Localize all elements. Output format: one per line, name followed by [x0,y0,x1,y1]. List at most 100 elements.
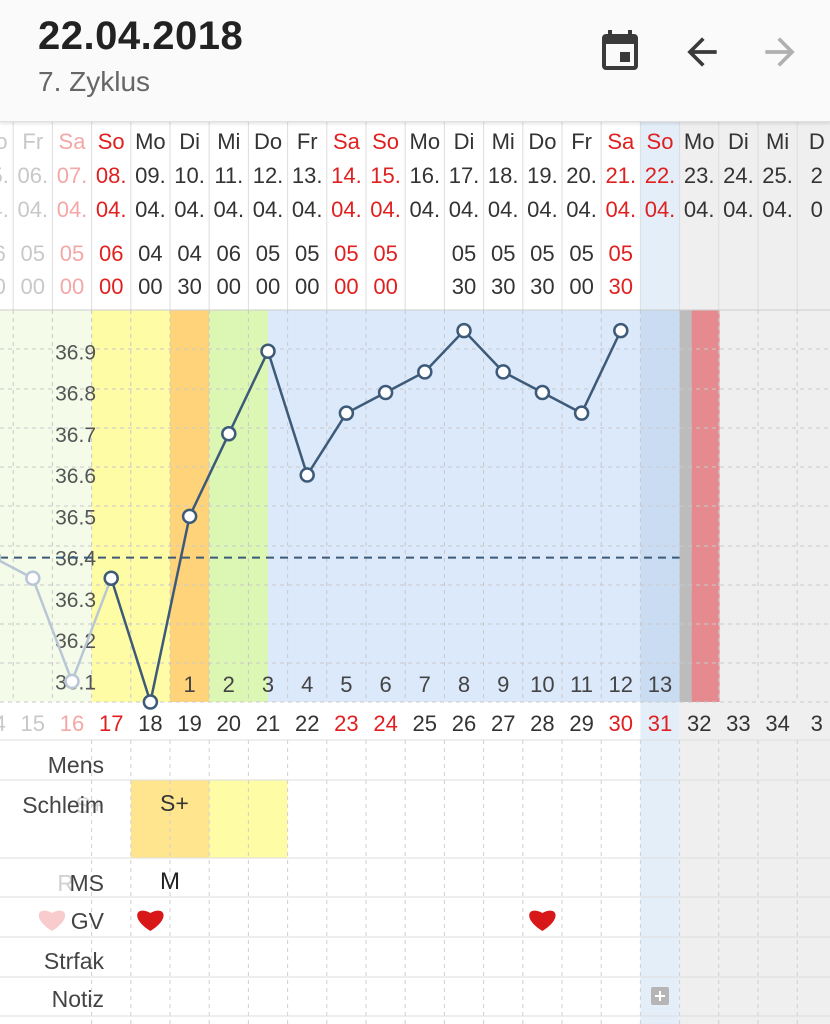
cycle-chart[interactable]: Do05.04.060014Fr06.04.050015Sa07.04.0500… [0,122,830,1024]
cycle-day-number: 24 [373,711,397,736]
phase-day-number: 4 [301,672,313,697]
temperature-point [456,322,472,339]
day-month: 04. [566,197,597,222]
strfak-row-label: Strfak [43,948,104,974]
day-date: 21. [606,163,637,188]
cycle-day-number: 34 [765,711,789,736]
cycle-day-number: 23 [334,711,358,736]
day-weekday: So [372,129,399,154]
day-date: 16. [410,163,441,188]
add-note-button[interactable] [651,987,669,1005]
temperature-tick-label: 36.9 [55,341,96,364]
day-month: 04. [488,197,519,222]
temperature-point [338,405,355,421]
day-weekday: Do [0,129,8,154]
day-date: 24. [723,163,754,188]
temperature-point [534,384,551,401]
ms-ghost-label: R [57,870,74,896]
mens-row-label: Mens [47,752,104,778]
prev-cycle-chart-background [0,310,92,702]
day-date: 22. [645,163,676,188]
day-month: 04. [292,197,323,222]
measure-hour: 06 [217,241,241,266]
day-date: 18. [488,163,519,188]
measure-hour: 05 [60,241,84,266]
day-weekday: D [809,129,825,154]
cycle-day-number: 20 [217,711,241,736]
day-weekday: Mi [217,129,240,154]
cycle-day-number: 15 [21,711,45,736]
day-month: 04. [331,197,362,222]
day-weekday: Sa [59,129,87,154]
temperature-point [377,384,394,401]
day-weekday: So [647,129,674,154]
measure-hour: 05 [21,241,45,266]
ms-row-label: MS [69,870,105,896]
phase-day-number: 3 [262,672,274,697]
measure-hour: 04 [177,241,201,266]
day-date: 17. [449,163,480,188]
day-month: 04. [57,197,88,222]
day-weekday: Di [454,129,475,154]
cycle-day-number: 19 [177,711,201,736]
measure-minute: 00 [138,274,162,299]
day-weekday: Di [728,129,749,154]
temperature-point [613,322,629,339]
phase-day-number: 8 [458,672,470,697]
day-month: 04. [18,197,49,222]
cycle-day-number: 18 [138,711,162,736]
day-weekday: Fr [571,129,592,154]
temperature-tick-label: 36.7 [55,424,96,447]
day-month: 04. [214,197,245,222]
measure-hour: 04 [138,241,162,266]
schleim-ghost-label: S+ [75,792,104,818]
cycle-day-number: 17 [99,711,123,736]
previous-day-button[interactable] [674,24,730,80]
day-month: 04. [762,197,793,222]
cycle-day-number: 27 [491,711,515,736]
temperature-tick-label: 36.3 [55,589,96,612]
phase-day-number: 2 [223,672,235,697]
day-date: 13. [292,163,323,188]
temperature-tick-label: 36.4 [55,548,96,571]
day-month: 04. [253,197,284,222]
schleim-value[interactable]: S+ [160,790,189,816]
day-weekday: Mo [410,129,441,154]
measure-minute: 30 [177,274,201,299]
phase-day-number: 5 [340,672,352,697]
next-day-button[interactable] [752,24,808,80]
day-month: 04. [135,197,166,222]
day-date: 09. [135,163,166,188]
cycle-day-number: 3 [811,711,823,736]
day-month: 04. [96,197,127,222]
cycle-chart-area[interactable]: Do05.04.060014Fr06.04.050015Sa07.04.0500… [0,122,830,1024]
cycle-day-number: 21 [256,711,280,736]
day-weekday: Di [179,129,200,154]
temperature-point [260,343,276,360]
day-date: 14. [331,163,362,188]
notiz-row-label: Notiz [51,986,104,1012]
day-date: 05. [0,163,9,188]
temperature-point [181,508,198,525]
phase-day-number: 11 [570,672,593,697]
cycle-subtitle: 7. Zyklus [38,66,151,97]
cycle-day-number: 28 [530,711,554,736]
measure-minute: 00 [373,274,397,299]
day-month: 0 [811,197,823,222]
measure-hour: 05 [452,241,476,266]
measure-hour: 05 [256,241,280,266]
day-month: 04. [645,197,676,222]
phase-day-number: 10 [530,672,554,697]
cycle-day-number: 29 [569,711,593,736]
day-month: 04. [684,197,715,222]
measure-minute: 00 [217,274,241,299]
page-title: 22.04.2018 [38,14,244,58]
heart-icon [38,910,66,931]
calendar-button[interactable] [592,24,648,80]
ms-value[interactable]: M [160,868,180,895]
day-weekday: Mo [135,129,166,154]
day-month: 04. [606,197,637,222]
temperature-point [417,364,433,380]
measure-hour: 05 [334,241,358,266]
measure-minute: 00 [60,274,84,299]
